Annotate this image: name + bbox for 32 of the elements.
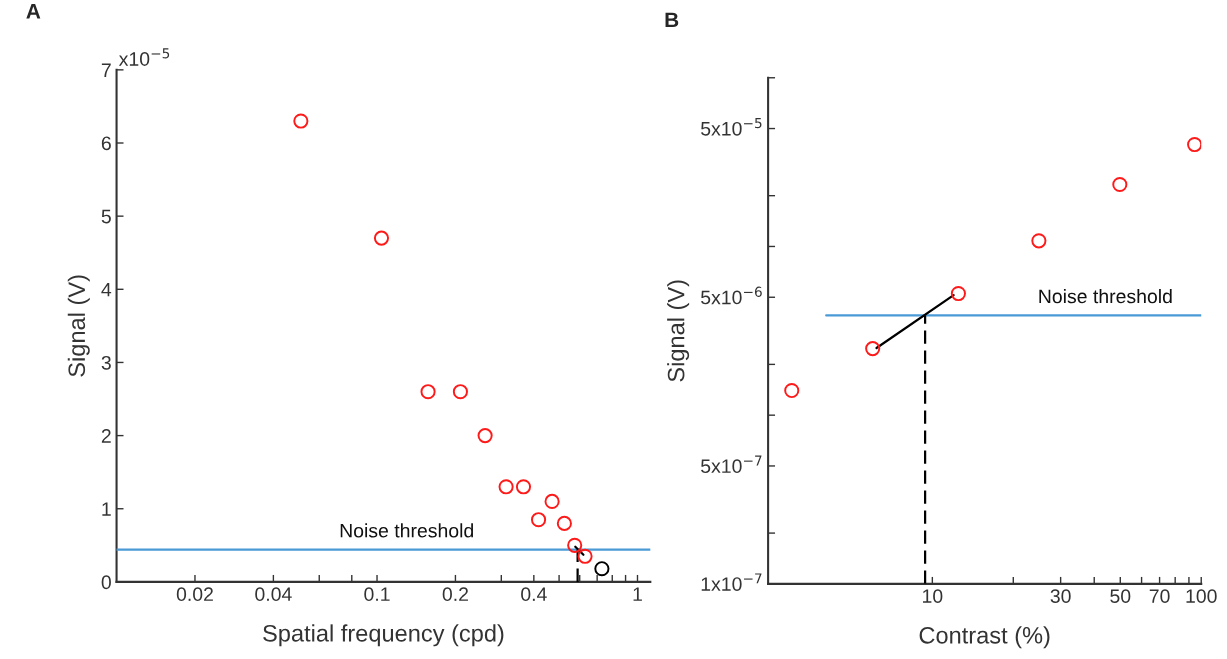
x-tick-label: 10 — [923, 589, 943, 604]
y-tick-label: 4 — [101, 282, 112, 297]
text: x10$^{−5}$ — [118, 48, 170, 66]
y-tick-label: 5x10$^{−7}$ — [701, 455, 762, 474]
y-tick-label: 5x10$^{−6}$ — [701, 286, 762, 305]
y-tick-label: 2 — [101, 429, 111, 443]
x-tick-label: 1 — [633, 587, 642, 601]
x-tick-label: 0.02 — [176, 587, 213, 602]
y-axis-title: Signal (V) — [667, 280, 690, 382]
x-tick-label: 30 — [1050, 589, 1071, 604]
annotation: Noise threshold — [340, 523, 474, 538]
annotation: Noise threshold — [1039, 289, 1172, 304]
x-axis-title: Spatial frequency (cpd) — [263, 624, 504, 647]
x-tick-label: 50 — [1110, 589, 1131, 604]
y-tick-label: 6 — [101, 136, 111, 151]
chart-title: B — [665, 12, 679, 28]
y-axis-title: Signal (V) — [67, 275, 90, 377]
y-tick-label: 1x10$^{−7}$ — [701, 573, 762, 591]
x-tick-label: 0.1 — [364, 587, 390, 602]
y-tick-label: 7 — [101, 63, 111, 77]
chart-title: A — [26, 4, 41, 19]
y-tick-label: 3 — [101, 355, 111, 370]
x-tick-label: 70 — [1149, 589, 1170, 604]
x-tick-label: 0.04 — [255, 587, 292, 602]
x-tick-label: 0.2 — [442, 587, 468, 602]
y-tick-label: 5x10$^{−5}$ — [701, 118, 762, 136]
y-tick-label: 1 — [102, 502, 111, 516]
y-tick-label: 0 — [101, 575, 111, 590]
y-tick-label: 5 — [101, 209, 111, 224]
x-tick-label: 0.4 — [521, 587, 547, 602]
x-axis-title: Contrast (%) — [919, 626, 1050, 649]
x-tick-label: 100 — [1186, 589, 1217, 604]
